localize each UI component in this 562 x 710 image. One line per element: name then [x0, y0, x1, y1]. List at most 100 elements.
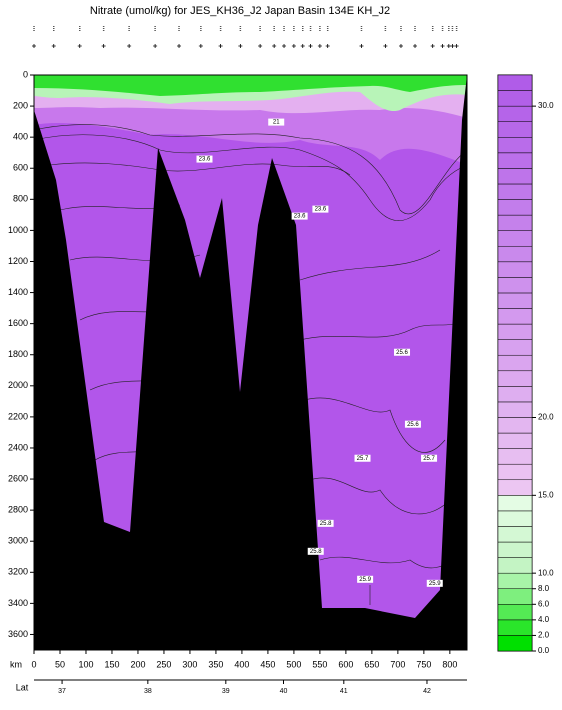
x2-axis-label: Lat — [16, 682, 29, 692]
contour-label-box — [426, 579, 443, 587]
y-tick-label: 3000 — [8, 536, 28, 546]
station-marker — [308, 44, 313, 48]
section-plot — [33, 75, 468, 650]
contour-label: 25.7 — [357, 456, 369, 462]
y-tick-label: 3600 — [8, 629, 28, 639]
station-marker — [454, 44, 459, 48]
x-tick-label: 600 — [338, 659, 353, 669]
colorbar-band — [497, 245, 533, 263]
contour-label-box — [421, 454, 438, 462]
y-tick-label: 1600 — [8, 318, 28, 328]
x-tick-label: 0 — [31, 659, 36, 669]
station-marker — [325, 44, 330, 48]
surface-layer — [34, 75, 467, 96]
y-tick-label: 1200 — [8, 256, 28, 266]
x2-tick-label: 40 — [280, 688, 288, 695]
station-marker — [398, 44, 403, 48]
y-tick-label: 2200 — [8, 411, 28, 421]
station-marker — [317, 44, 322, 48]
station-marker — [413, 44, 418, 48]
station-marker — [258, 44, 263, 48]
colorbar-band — [497, 510, 533, 527]
colorbar-band — [497, 572, 533, 589]
colorbar-band — [497, 168, 533, 185]
contour-label: 25.9 — [359, 577, 371, 583]
station-marker — [177, 44, 182, 48]
y-tick-label: 2800 — [8, 505, 28, 515]
station-marker — [51, 44, 56, 48]
station-marker — [127, 44, 132, 48]
x2-tick-label: 39 — [222, 688, 230, 695]
contour-label-box — [317, 519, 334, 527]
station-marker — [77, 44, 82, 48]
colorbar-band — [497, 277, 533, 294]
x2-tick-label: 37 — [58, 688, 66, 695]
colorbar-tick-label: 10.0 — [538, 568, 554, 577]
colorbar-band — [497, 323, 533, 340]
colorbar-band — [497, 432, 533, 449]
bathymetry — [34, 75, 467, 650]
colorbar-band — [497, 541, 533, 558]
station-marker — [440, 44, 445, 48]
y-tick-label: 200 — [13, 100, 28, 110]
colorbar-band — [497, 401, 533, 418]
contour-label-box — [394, 348, 411, 356]
y-tick-label: 600 — [13, 163, 28, 173]
station-marker — [291, 44, 296, 48]
x-tick-label: 250 — [156, 659, 171, 669]
x-tick-label: 450 — [260, 659, 275, 669]
colorbar-band — [497, 292, 533, 309]
colorbar-band — [497, 339, 533, 356]
x-tick-label: 300 — [182, 659, 197, 669]
x-tick-label: 500 — [286, 659, 301, 669]
contour-label: 25.6 — [396, 350, 408, 356]
contour-label-box — [196, 155, 213, 163]
colorbar-band — [497, 261, 533, 278]
contour-label: 21 — [273, 120, 280, 126]
colorbar-band — [497, 619, 533, 636]
colorbar-tick-label: 30.0 — [538, 101, 554, 110]
y-tick-label: 1000 — [8, 225, 28, 235]
plot-frame — [33, 74, 468, 651]
colorbar-band — [497, 152, 533, 169]
station-marker — [450, 44, 455, 48]
x-tick-label: 350 — [208, 659, 223, 669]
x-tick-label: 150 — [104, 659, 119, 669]
station-marker — [238, 44, 243, 48]
contour-label: 25.9 — [429, 581, 441, 587]
colorbar-band — [497, 74, 533, 91]
contour-label-box — [268, 118, 285, 126]
y-tick-label: 2000 — [8, 380, 28, 390]
y-tick-label: 3400 — [8, 598, 28, 608]
y-tick-label: 1400 — [8, 287, 28, 297]
station-marker — [272, 44, 277, 48]
station-marker — [300, 44, 305, 48]
y-tick-label: 800 — [13, 194, 28, 204]
station-marker — [446, 44, 451, 48]
colorbar-band — [497, 386, 533, 403]
contour-label-box — [354, 454, 371, 462]
colorbar-band — [497, 105, 533, 122]
x-tick-label: 800 — [442, 659, 457, 669]
station-marker — [32, 44, 36, 48]
station-marker — [282, 44, 287, 48]
colorbar-band — [497, 230, 533, 247]
contour-label: 23.6 — [294, 214, 306, 220]
x-tick-label: 100 — [78, 659, 93, 669]
contour-label-box — [404, 420, 421, 428]
contour-label-box — [291, 212, 308, 220]
x-tick-label: 200 — [130, 659, 145, 669]
colorbar-band — [497, 604, 533, 621]
colorbar-band — [497, 199, 533, 216]
x-axis-label: km — [10, 659, 22, 669]
station-marker — [101, 44, 106, 48]
station-marker — [218, 44, 223, 48]
x2-tick-label: 42 — [423, 688, 431, 695]
colorbar-band — [497, 526, 533, 543]
colorbar-tick-label: 15.0 — [538, 490, 554, 499]
contour-label: 25.6 — [407, 422, 419, 428]
colorbar-tick-label: 8.0 — [538, 584, 550, 593]
colorbar-band — [497, 635, 533, 652]
colorbar-band — [497, 495, 533, 512]
